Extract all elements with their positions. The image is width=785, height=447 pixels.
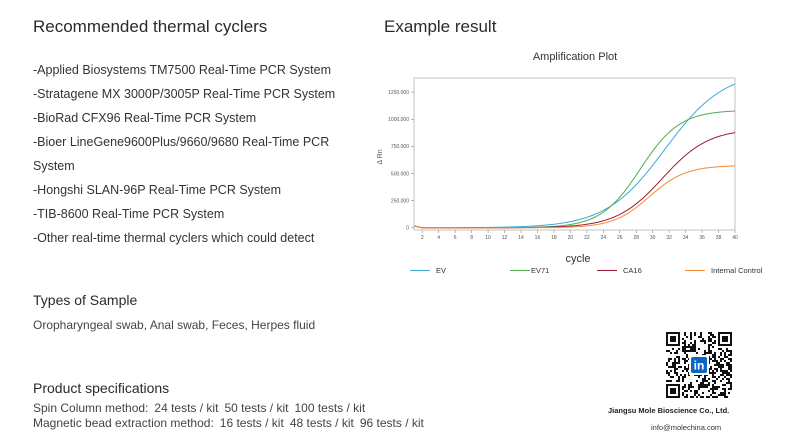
legend-swatch [410,270,430,271]
x-tick-label: 38 [716,235,722,241]
chart-title: Amplification Plot [533,51,617,63]
legend-label: Internal Control [711,266,763,275]
spec-row-spin-column: Spin Column method: 24 tests / kit 50 test… [33,401,424,416]
sample-types-text: Oropharyngeal swab, Anal swab, Feces, He… [33,318,316,332]
legend-label: EV [436,266,447,275]
cycler-item: -BioRad CFX96 Real-Time PCR System [33,111,257,125]
legend-item-ev71: EV71 [510,266,549,275]
spec-method: Magnetic bead extraction method: [33,416,214,430]
y-tick-label: 750.000 [391,144,409,150]
specs-table: Spin Column method: 24 tests / kit 50 test… [33,401,424,431]
x-tick-label: 26 [617,235,623,241]
cycler-item: -Applied Biosystems TM7500 Real-Time PCR… [33,63,332,77]
plot-frame [413,77,736,231]
x-tick-label: 22 [584,235,590,241]
y-tick-label: 1250.000 [388,90,409,96]
series-line-ev [413,83,736,229]
y-tick-label: 500.000 [391,171,409,177]
chart-y-axis-label: Δ Rn [377,149,384,164]
amplification-plot: Amplification Plot Δ Rn cycle 0 250.000 50… [377,51,738,265]
cycler-item: -TIB-8600 Real-Time PCR System [33,207,225,221]
spec-option: 50 tests / kit [224,401,289,415]
qr-code-icon: in [666,332,732,398]
chart-x-axis-label: cycle [565,253,590,265]
spec-row-magnetic-bead: Magnetic bead extraction method: 16 tests… [33,416,424,431]
x-tick-label: 6 [454,235,457,241]
legend-swatch [685,270,705,271]
sample-heading: Types of Sample [33,292,138,308]
spec-method: Spin Column method: [33,401,149,415]
x-tick-label: 40 [732,235,738,241]
company-email[interactable]: info@molechina.com [651,423,722,432]
x-tick-label: 18 [551,235,557,241]
series-line-ev71 [413,110,736,229]
series-line-internal-control [413,165,736,229]
y-tick-label: 0 [406,226,409,232]
cycler-item: -Hongshi SLAN-96P Real-Time PCR System [33,183,281,197]
legend-item-ev: EV [410,266,446,275]
x-tick-label: 10 [485,235,491,241]
cyclers-list: -Applied Biosystems TM7500 Real-Time PCR… [33,58,373,250]
spec-option: 96 tests / kit [359,416,424,430]
series-line-ca16 [413,132,736,229]
x-tick-label: 30 [650,235,656,241]
cycler-item: -Bioer LineGene9600Plus/9660/9680 Real-T… [33,135,330,173]
company-name: Jiangsu Mole Bioscience Co., Ltd. [608,406,730,415]
linkedin-badge-icon [691,357,707,373]
x-tick-label: 14 [518,235,524,241]
x-tick-label: 32 [666,235,672,241]
x-tick-label: 4 [437,235,440,241]
x-tick-label: 28 [633,235,639,241]
spec-option: 48 tests / kit [289,416,354,430]
specs-heading: Product specifications [33,380,170,396]
cycler-item: -Other real-time thermal cyclers which c… [33,231,315,245]
x-tick-label: 36 [699,235,705,241]
chart-legend: EV EV71 CA16 Internal Control [410,266,780,280]
spec-option: 16 tests / kit [219,416,284,430]
legend-swatch [510,270,530,271]
legend-swatch [597,270,617,271]
spec-option: 100 tests / kit [294,401,366,415]
legend-label: CA16 [623,266,642,275]
x-tick-label: 34 [683,235,689,241]
x-tick-label: 12 [502,235,508,241]
legend-label: EV71 [531,266,550,275]
x-tick-label: 24 [601,235,607,241]
x-tick-label: 16 [535,235,541,241]
x-tick-label: 20 [568,235,574,241]
example-heading: Example result [384,17,497,36]
x-tick-label: 2 [421,235,424,241]
y-tick-label: 1000.000 [388,117,409,123]
spec-option: 24 tests / kit [154,401,219,415]
linkedin-badge-text: in [694,359,705,373]
legend-item-internal-control: Internal Control [685,266,762,275]
y-tick-label: 250.000 [391,198,409,204]
legend-item-ca16: CA16 [597,266,642,275]
x-tick-label: 8 [470,235,473,241]
cyclers-heading: Recommended thermal cyclers [33,17,268,36]
cycler-item: -Stratagene MX 3000P/3005P Real-Time PCR… [33,87,336,101]
